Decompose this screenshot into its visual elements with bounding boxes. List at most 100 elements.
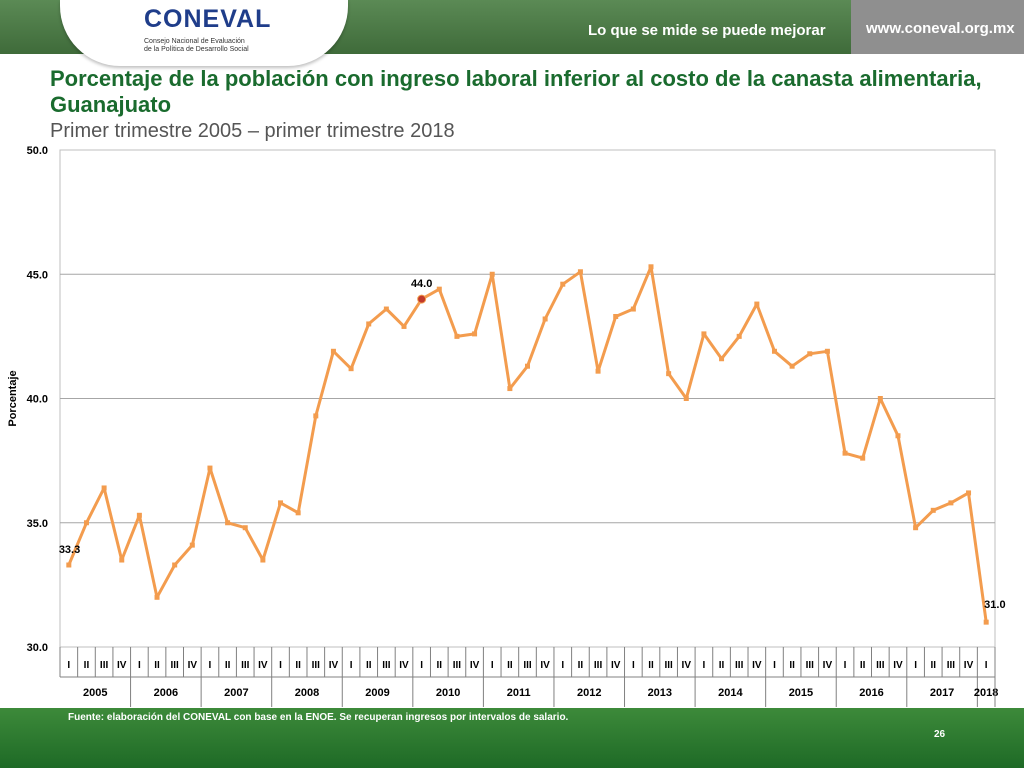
data-point [966, 490, 972, 496]
series-line [67, 265, 988, 623]
quarter-label: IV [611, 660, 621, 671]
quarter-label: I [844, 660, 847, 671]
quarter-label: III [382, 660, 391, 671]
data-point [736, 333, 742, 339]
quarter-label: II [789, 660, 795, 671]
quarter-label: II [578, 660, 584, 671]
quarter-label: II [648, 660, 654, 671]
data-point [401, 323, 407, 329]
quarter-label: III [806, 660, 815, 671]
quarter-label: IV [329, 660, 339, 671]
year-label: 2007 [224, 687, 248, 699]
year-label: 2012 [577, 687, 601, 699]
quarter-label: IV [964, 660, 974, 671]
year-label: 2016 [859, 687, 883, 699]
logo-tab [60, 0, 348, 66]
year-label: 2010 [436, 687, 460, 699]
data-point [754, 301, 760, 307]
data-point [630, 306, 636, 312]
source-note: Fuente: elaboración del CONEVAL con base… [68, 712, 569, 723]
data-point [701, 331, 707, 337]
quarter-label: I [561, 660, 564, 671]
quarter-label: IV [470, 660, 480, 671]
quarter-label: I [773, 660, 776, 671]
data-point [719, 356, 725, 362]
data-point [119, 557, 125, 563]
y-tick-label: 40.0 [27, 394, 48, 406]
footer-bar [0, 708, 1024, 768]
year-label: 2014 [718, 687, 743, 699]
data-point [771, 348, 777, 354]
quarter-label: I [67, 660, 70, 671]
data-point [489, 271, 495, 277]
year-label: 2018 [974, 687, 998, 699]
data-point [172, 562, 178, 568]
year-label: 2011 [507, 687, 531, 699]
coneval-logo[interactable]: CONEVAL [144, 5, 272, 33]
data-point [83, 520, 89, 526]
quarter-label: I [420, 660, 423, 671]
data-label: 44.0 [411, 278, 432, 290]
data-point [860, 455, 866, 461]
data-point [895, 433, 901, 439]
data-point [436, 286, 442, 292]
y-axis-label: Porcentaje [7, 370, 19, 426]
data-point [383, 306, 389, 312]
quarter-label: IV [823, 660, 833, 671]
data-point [913, 525, 919, 531]
data-label: 33.3 [59, 544, 80, 556]
quarter-label: III [876, 660, 885, 671]
data-point [789, 363, 795, 369]
quarter-label: II [366, 660, 372, 671]
data-point [877, 396, 883, 401]
data-point [313, 413, 319, 419]
quarter-label: II [84, 660, 90, 671]
quarter-label: II [437, 660, 443, 671]
data-point [613, 313, 619, 319]
data-point [930, 507, 936, 513]
data-point [983, 619, 989, 625]
data-point [101, 485, 107, 491]
y-tick-label: 45.0 [27, 269, 48, 281]
data-point [577, 269, 583, 275]
quarter-label: I [209, 660, 212, 671]
quarter-label: IV [752, 660, 762, 671]
quarter-label: I [985, 660, 988, 671]
chart-title: Porcentaje de la población con ingreso l… [50, 66, 982, 117]
quarter-label: III [947, 660, 956, 671]
data-point [260, 557, 266, 563]
quarter-label: IV [893, 660, 903, 671]
quarter-label: III [241, 660, 250, 671]
y-tick-label: 50.0 [27, 145, 48, 157]
data-point [348, 366, 354, 372]
data-point [824, 348, 830, 354]
website-url[interactable]: www.coneval.org.mx [866, 20, 1015, 37]
quarter-label: III [312, 660, 321, 671]
quarter-label: II [930, 660, 936, 671]
y-tick-label: 30.0 [27, 642, 48, 654]
quarter-label: III [100, 660, 109, 671]
quarter-label: I [350, 660, 353, 671]
year-label: 2008 [295, 687, 319, 699]
quarter-label: II [225, 660, 231, 671]
data-point [683, 396, 689, 401]
quarter-label: I [279, 660, 282, 671]
data-point [242, 525, 248, 531]
quarter-label: I [914, 660, 917, 671]
year-label: 2005 [83, 687, 107, 699]
quarter-label: II [507, 660, 513, 671]
year-label: 2015 [789, 687, 813, 699]
logo-subtitle-line2: de la Política de Desarrollo Social [144, 46, 249, 53]
data-point [595, 368, 601, 374]
year-label: 2006 [154, 687, 178, 699]
data-point [648, 264, 654, 270]
data-label: 31.0 [984, 599, 1005, 611]
data-point [666, 371, 672, 377]
data-point [525, 363, 530, 369]
page-number: 26 [934, 729, 946, 740]
quarter-label: II [860, 660, 866, 671]
data-point [189, 542, 195, 548]
quarter-label: IV [540, 660, 550, 671]
data-point [807, 351, 813, 357]
